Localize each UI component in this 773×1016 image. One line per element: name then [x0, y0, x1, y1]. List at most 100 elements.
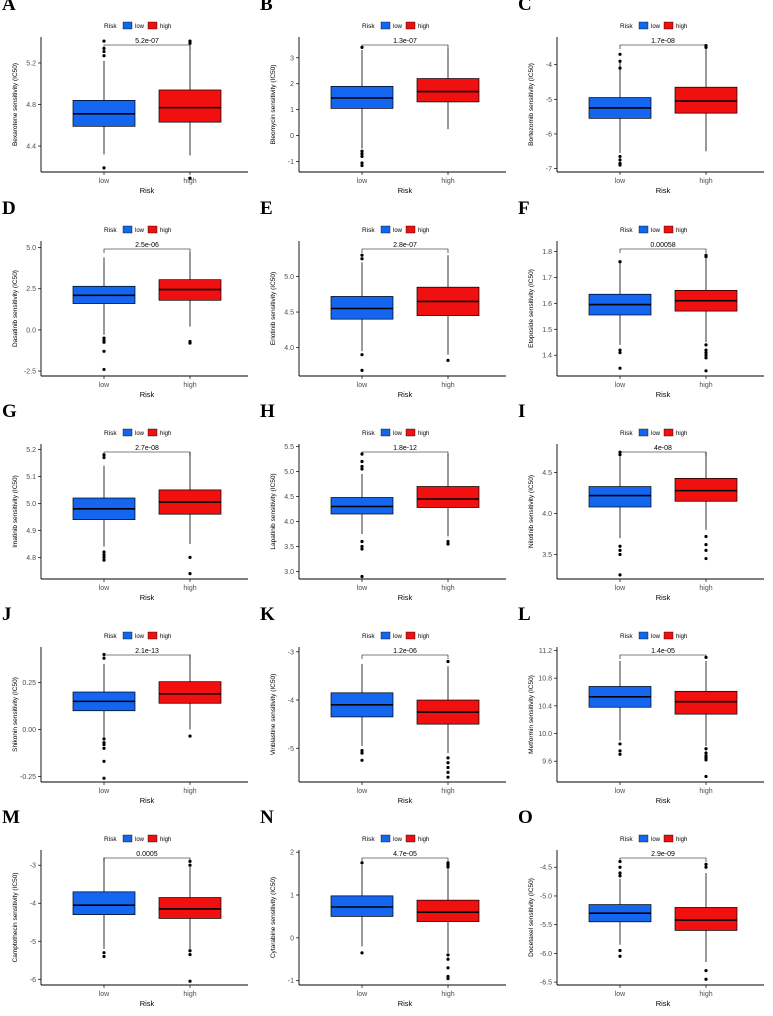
y-axis-title: Imatinib sensitivity (IC50) [12, 475, 19, 548]
y-tick-label: 1.7 [542, 275, 552, 282]
outlier-point [188, 341, 192, 345]
y-axis-title: Bexarotene sensitivity (IC50) [12, 63, 19, 146]
y-tick-label: -5.5 [540, 922, 552, 929]
panel-letter: A [2, 0, 16, 15]
x-tick-label: high [183, 788, 196, 795]
x-axis-title: Risk [398, 999, 413, 1008]
boxplot-chart: Risk low high 1.8e-12 3.0 3.5 4.0 4.5 5.0 5.5 Lapa… [270, 428, 506, 602]
legend-title: Risk [104, 430, 117, 437]
legend-title: Risk [362, 23, 375, 30]
outlier-point [188, 949, 192, 953]
y-axis-title: Bleomycin sensitivity (IC50) [270, 65, 277, 145]
y-axis-title: Metformin sensitivity (IC50) [528, 675, 535, 754]
y-tick-label: -3 [30, 863, 36, 870]
y-tick-label: 4.5 [284, 494, 294, 501]
outlier-point [618, 742, 622, 746]
x-axis-title: Risk [398, 796, 413, 805]
outlier-point [618, 158, 622, 162]
outlier-point [360, 368, 364, 372]
y-tick-label: 4.5 [284, 310, 294, 317]
y-tick-label: 4.8 [26, 555, 36, 562]
outlier-point [446, 358, 450, 362]
box-iqr [72, 891, 136, 915]
panel-m: M Risk low high 0.0005 -6 -5 -4 -3 Camptothecin s… [0, 807, 257, 1016]
legend-label-high: high [676, 431, 687, 437]
box-low [330, 452, 394, 579]
significance-bracket [103, 857, 191, 862]
x-tick-label: high [441, 585, 454, 592]
x-tick-label: low [357, 382, 368, 389]
outlier-point [360, 45, 364, 49]
box-iqr [674, 86, 738, 114]
x-tick-label: low [615, 382, 626, 389]
outlier-point [618, 163, 622, 167]
x-axis-title: Risk [398, 593, 413, 602]
outlier-point [618, 348, 622, 352]
x-axis-title: Risk [140, 186, 155, 195]
outlier-point [618, 552, 622, 557]
box-iqr [416, 899, 480, 922]
legend-label-low: low [393, 837, 403, 843]
box-low [330, 253, 394, 372]
outlier-point [618, 859, 622, 864]
outlier-point [446, 861, 450, 865]
y-tick-label: 0.0 [26, 327, 36, 334]
box-iqr [588, 486, 652, 508]
x-tick-label: low [99, 585, 110, 592]
y-axis-title: Shikonin sensitivity (IC50) [12, 677, 19, 752]
x-tick-label: high [441, 788, 454, 795]
y-tick-label: 5.2 [26, 447, 36, 454]
outlier-point [102, 746, 106, 750]
boxplot-chart: Risk low high 2.5e-06 -2.5 0.0 2.5 5.0 Dasatinib… [12, 225, 248, 399]
y-tick-label: -4 [30, 901, 36, 908]
panel-e: E Risk low high 2.8e-07 4.0 4.5 5.0 Erlotinib se… [258, 198, 515, 407]
outlier-point [704, 351, 708, 355]
legend-title: Risk [620, 836, 633, 843]
box-low [588, 660, 652, 756]
outlier-point [618, 450, 622, 454]
box-low [72, 39, 136, 170]
outlier-point [188, 979, 192, 983]
legend-key-high [663, 21, 674, 30]
outlier-point [360, 951, 364, 955]
legend-key-low [638, 21, 649, 30]
significance-bracket [619, 451, 707, 456]
legend-key-low [122, 21, 133, 30]
y-tick-label: -5.0 [540, 893, 552, 900]
p-value-label: 2.9e-09 [651, 851, 675, 858]
p-value-label: 1.8e-12 [393, 445, 417, 452]
outlier-point [704, 556, 708, 561]
y-tick-label: 3.0 [284, 569, 294, 576]
x-tick-label: low [357, 585, 368, 592]
p-value-label: 0.00058 [650, 242, 675, 249]
outlier-point [618, 548, 622, 552]
box-high [158, 39, 222, 180]
legend-key-low [122, 834, 133, 843]
significance-bracket [103, 654, 191, 659]
panel-letter: F [518, 198, 530, 219]
panel-c: C Risk low high 1.7e-08 -7 -6 -5 -4 Bortezomib se… [516, 0, 773, 203]
box-high [158, 654, 222, 738]
p-value-label: 1.3e-07 [393, 38, 417, 45]
box-high [416, 861, 480, 981]
x-axis-title: Risk [140, 796, 155, 805]
significance-bracket [103, 44, 191, 49]
outlier-point [446, 542, 450, 546]
outlier-point [618, 366, 622, 370]
y-tick-label: -6 [30, 977, 36, 984]
panel-o: O Risk low high 2.9e-09 -6.5 -6.0 -5.5 -5.0 -4.5 D… [516, 807, 773, 1016]
panel-letter: C [518, 0, 532, 15]
outlier-point [360, 749, 364, 753]
y-tick-label: 4.0 [284, 519, 294, 526]
legend-label-high: high [418, 431, 429, 437]
legend-label-high: high [676, 837, 687, 843]
outlier-point [102, 54, 106, 58]
boxplot-chart: Risk low high 2.1e-13 -0.25 0.00 0.25Shikonin … [12, 631, 248, 805]
p-value-label: 2.8e-07 [393, 242, 417, 249]
panel-letter: M [2, 807, 20, 828]
x-axis-title: Risk [656, 999, 671, 1008]
boxplot-chart: Risk low high 5.2e-07 4.4 4.8 5.2 Bexarotene se… [12, 21, 248, 195]
y-tick-label: 1.5 [542, 327, 552, 334]
legend-key-high [663, 225, 674, 234]
legend-label-high: high [418, 634, 429, 640]
